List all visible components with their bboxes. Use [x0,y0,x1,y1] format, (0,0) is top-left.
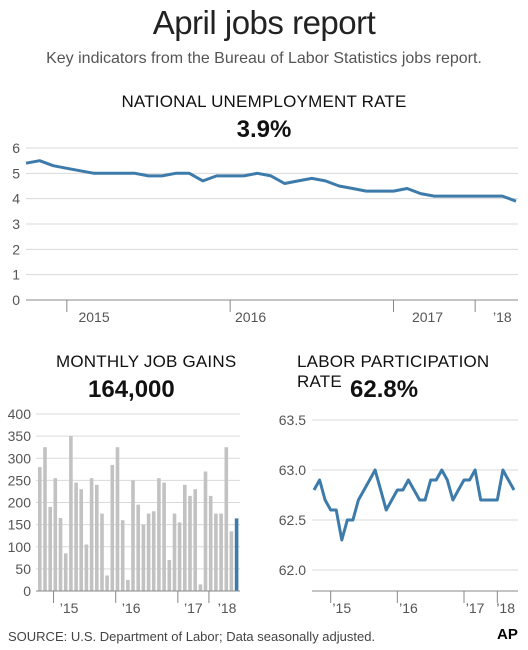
x-tick-label: ’15 [60,600,79,616]
bar [136,504,140,591]
y-tick-label: 3 [12,216,20,232]
y-tick-label: 63.5 [279,412,306,428]
y-tick-label: 0 [12,292,20,308]
x-tick-label: ’15 [332,600,351,616]
bar [100,513,104,591]
y-tick-label: 400 [8,406,32,422]
bar [183,484,187,591]
x-tick-label: ’18 [493,309,512,325]
y-tick-label: 5 [12,165,20,181]
bar [157,478,161,591]
unemployment-headline-value: 3.9% [236,116,292,143]
bar [219,513,223,591]
bar [43,447,47,591]
bar [110,464,115,591]
participation-headline-value: 62.8% [350,376,419,403]
unemployment-series-line [25,159,517,203]
participation-series-line [312,468,516,542]
bar [105,575,109,591]
x-tick-label: ’16 [399,600,418,616]
x-tick-label: 2017 [412,309,443,325]
bar [63,553,68,591]
bar [214,513,218,591]
bar [48,506,52,591]
y-tick-label: 1 [12,267,20,283]
bar [177,522,182,591]
bar [95,484,99,591]
bar [224,447,229,591]
y-tick-label: 200 [8,495,32,511]
y-tick-label: 50 [15,561,31,577]
page-subtitle: Key indicators from the Bureau of Labor … [46,50,482,67]
source-note: SOURCE: U.S. Department of Labor; Data s… [8,629,376,644]
bar [167,560,172,591]
y-tick-label: 6 [12,140,20,156]
job-gains-chart-label: MONTHLY JOB GAINS [56,352,237,371]
x-tick-label: ’18 [496,600,515,616]
y-tick-label: 62.0 [279,562,306,578]
job-gains-headline-value: 164,000 [88,376,175,403]
y-tick-label: 250 [8,472,32,488]
page-title: April jobs report [152,4,376,41]
bar [208,495,213,591]
y-tick-label: 4 [12,191,20,207]
bar [89,478,94,591]
bar [188,495,192,591]
y-tick-label: 63.0 [279,462,306,478]
bar [38,467,42,591]
bar [120,520,125,591]
bar [229,531,234,591]
y-tick-label: 300 [8,450,32,466]
participation-chart-label: LABOR PARTICIPATION RATE [297,352,490,391]
bar [203,471,208,591]
unemployment-chart-label: NATIONAL UNEMPLOYMENT RATE [121,92,407,111]
bar [193,489,197,591]
bar [172,513,177,591]
x-tick-label: ’17 [184,600,203,616]
bar [146,513,151,591]
bar [126,579,130,591]
y-tick-label: 150 [8,517,32,533]
y-tick-label: 2 [12,241,20,257]
bar [198,584,203,591]
latest-bar [234,518,239,591]
bar [115,447,120,591]
x-tick-label: 2016 [235,309,266,325]
bar [69,436,73,591]
y-tick-label: 350 [8,428,32,444]
bar [79,489,83,591]
x-tick-label: 2015 [78,309,109,325]
x-tick-label: ’16 [122,600,141,616]
bar [74,482,78,591]
x-tick-label: ’18 [218,600,237,616]
bar [53,478,58,591]
unemployment-chart: 0 1 2 3 4 5 6 2015 2016 2017 ’18 [12,140,518,325]
bar [58,518,63,591]
x-tick-label: ’17 [466,600,485,616]
bar [151,511,156,591]
ap-logo: AP [497,626,518,643]
participation-chart: 62.0 62.5 63.0 63.5 ’15 ’16 ’17 ’18 [279,412,518,616]
bar [131,480,135,591]
y-tick-label: 100 [8,539,32,555]
y-tick-label: 62.5 [279,512,306,528]
bar [162,482,166,591]
job-gains-chart: 0 50 100 150 200 250 300 350 400 ’15 ’16 ’17 ’18 [8,406,240,616]
bar [141,524,146,591]
y-tick-label: 0 [23,583,31,599]
bar [84,544,89,591]
